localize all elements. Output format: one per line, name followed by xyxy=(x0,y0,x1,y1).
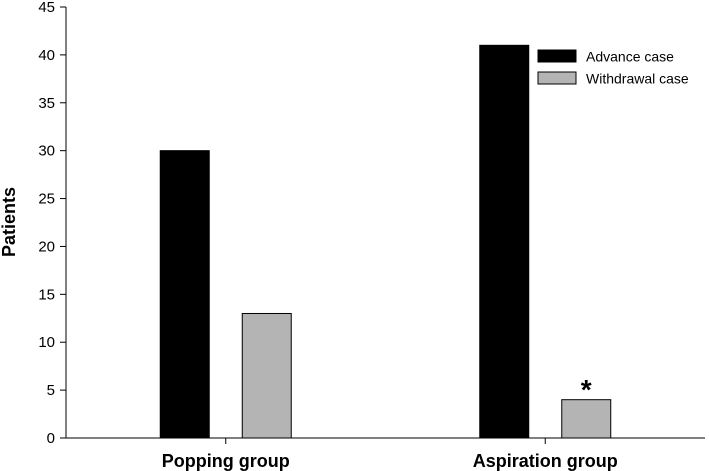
bar-withdrawal-case-aspiration-group xyxy=(561,399,612,439)
annotations: * xyxy=(581,374,592,405)
y-tick-label: 45 xyxy=(38,0,55,16)
y-axis-title: Patients xyxy=(0,187,19,257)
y-tick-label: 5 xyxy=(47,382,55,399)
y-tick-label: 15 xyxy=(38,286,55,303)
y-tick-label: 20 xyxy=(38,238,55,255)
x-category-label: Aspiration group xyxy=(473,451,618,471)
y-tick-label: 10 xyxy=(38,334,55,351)
y-tick-label: 0 xyxy=(47,430,55,447)
y-tick-label: 35 xyxy=(38,95,55,112)
x-category-label: Popping group xyxy=(162,451,290,471)
legend-swatch xyxy=(537,49,577,63)
significance-asterisk: * xyxy=(581,374,592,405)
y-tick-label: 40 xyxy=(38,47,55,64)
legend-swatch xyxy=(537,71,577,85)
bars xyxy=(159,44,612,439)
legend: Advance case Withdrawal case xyxy=(537,49,689,87)
legend-label: Advance case xyxy=(586,49,674,65)
bar-advance-case-aspiration-group xyxy=(479,44,530,439)
y-tick-label: 30 xyxy=(38,143,55,160)
x-axis: Popping group Aspiration group xyxy=(66,437,705,471)
y-axis: 0 5 10 15 20 25 30 35 40 45 xyxy=(38,0,67,447)
bar-advance-case-popping-group xyxy=(159,150,210,439)
y-tick-label: 25 xyxy=(38,191,55,208)
bar-withdrawal-case-popping-group xyxy=(241,312,292,439)
legend-label: Withdrawal case xyxy=(586,71,689,87)
